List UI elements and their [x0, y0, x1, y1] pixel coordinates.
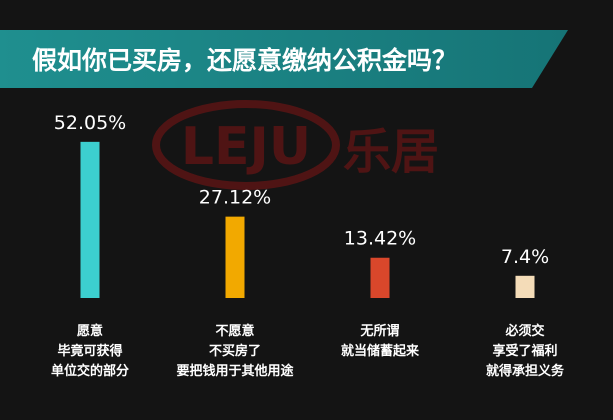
bar-1 [80, 141, 100, 298]
value-labels: 52.05% 27.12% 13.42% 7.4% [54, 112, 549, 268]
leju-watermark-logo: LEJU 乐居 [152, 100, 439, 190]
category-label-3-line-1: 无所谓 [359, 323, 399, 339]
value-label-1: 52.05% [54, 112, 126, 134]
category-label-3-line-2: 就当储蓄起来 [341, 343, 420, 359]
chart-title: 假如你已买房，还愿意缴纳公积金吗？ [32, 46, 457, 75]
category-label-2-line-1: 不愿意 [215, 323, 254, 339]
bar-4 [515, 275, 535, 298]
category-label-4-line-3: 就得承担义务 [486, 363, 565, 379]
value-label-2: 27.12% [199, 187, 271, 209]
bar-3 [370, 257, 390, 298]
bar-2 [225, 216, 245, 298]
bar-series [80, 141, 535, 298]
value-label-3: 13.42% [344, 228, 416, 250]
watermark-logo-text: LEJU [181, 117, 311, 177]
watermark-brand-text: 乐居 [343, 124, 439, 180]
category-label-1-line-3: 单位交的部分 [51, 363, 129, 379]
category-label-2-line-3: 要把钱用于其他用途 [176, 363, 294, 379]
title-band-shape [0, 30, 568, 88]
category-label-4-line-2: 享受了福利 [492, 343, 557, 359]
category-label-2-line-2: 不买房了 [209, 343, 261, 359]
title-band: 假如你已买房，还愿意缴纳公积金吗？ [0, 30, 568, 88]
value-label-4: 7.4% [501, 246, 549, 268]
category-label-4-line-1: 必须交 [504, 323, 544, 339]
watermark-ring [152, 100, 340, 190]
category-label-1-line-2: 毕竟可获得 [57, 343, 122, 359]
category-label-1-line-1: 愿意 [77, 323, 103, 339]
